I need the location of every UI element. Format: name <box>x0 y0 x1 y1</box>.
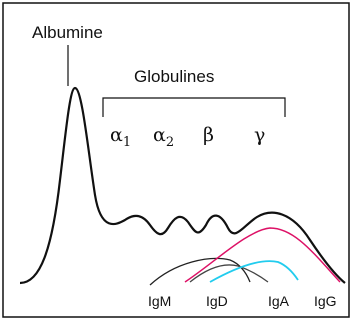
diagram-frame <box>2 2 350 318</box>
igm-curve <box>149 257 251 286</box>
igd-label: IgD <box>206 293 228 309</box>
igm-label: IgM <box>148 293 171 309</box>
igg-curve <box>184 227 341 283</box>
albumine-label: Albumine <box>32 23 103 42</box>
globulines-label: Globulines <box>134 67 214 86</box>
globulines-bracket <box>102 97 286 117</box>
main-electrophoresis-curve <box>19 86 346 285</box>
beta-label: β <box>203 124 214 146</box>
iga-label: IgA <box>268 293 290 309</box>
gamma-label: γ <box>254 124 265 146</box>
igg-label: IgG <box>314 293 337 309</box>
alpha2-label: α2 <box>153 124 174 150</box>
iga-curve <box>209 260 299 283</box>
alpha1-label: α1 <box>110 124 131 150</box>
igd-curve <box>189 264 269 283</box>
